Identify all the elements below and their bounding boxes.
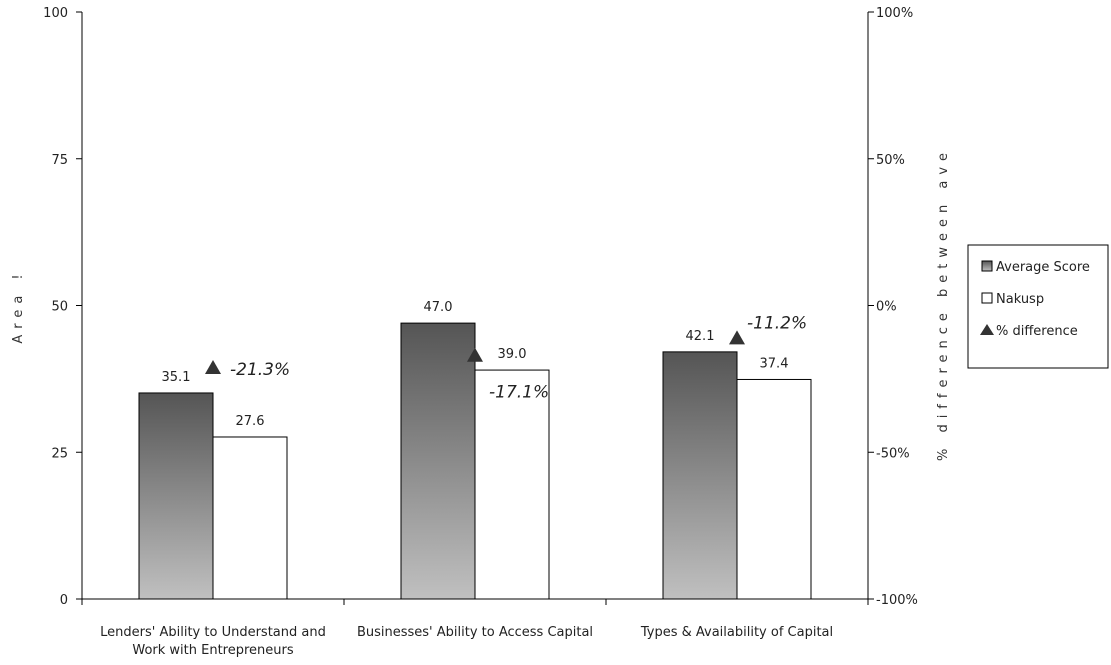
- bar-nakusp: [212, 436, 288, 600]
- x-category-label: Lenders' Ability to Understand and: [100, 625, 326, 640]
- bar-nakusp: [736, 378, 812, 600]
- legend-swatch-difference: [980, 324, 994, 335]
- legend: Average Score Nakusp % difference: [967, 244, 1109, 369]
- y-tick-label: 75: [51, 153, 68, 168]
- data-label-average-score: 47.0: [424, 300, 453, 315]
- difference-marker: [467, 347, 483, 362]
- bar-average-score: [662, 351, 738, 600]
- labels: 35.1 27.6 -21.3% Lenders' Ability to Unders…: [100, 300, 833, 658]
- legend-label: Average Score: [996, 260, 1090, 275]
- bars: [138, 322, 812, 600]
- difference-marker: [205, 360, 221, 375]
- data-label-average-score: 35.1: [162, 370, 191, 385]
- y-axis-title: Area !: [11, 268, 26, 343]
- legend-swatch-nakusp: [981, 292, 993, 304]
- bar-nakusp: [474, 369, 550, 600]
- data-label-nakusp: 27.6: [236, 414, 265, 429]
- y2-tick-label: 0%: [876, 300, 897, 315]
- difference-marker: [729, 330, 745, 345]
- x-category-label: Work with Entrepreneurs: [132, 643, 294, 658]
- data-label-average-score: 42.1: [686, 329, 715, 344]
- y-tick-label: 100: [43, 6, 68, 21]
- y2-tick-label: 50%: [876, 153, 905, 168]
- y2-tick-label: -100%: [876, 593, 918, 608]
- x-category-label: Businesses' Ability to Access Capital: [357, 625, 593, 640]
- y-tick-label: 0: [60, 593, 68, 608]
- y2-axis-title: % difference between ave: [936, 147, 951, 461]
- x-category-label: Types & Availability of Capital: [640, 625, 833, 640]
- data-label-nakusp: 37.4: [760, 356, 789, 371]
- bar-average-score: [138, 392, 214, 600]
- legend-swatch-average-score: [981, 260, 993, 272]
- y-tick-label: 50: [51, 300, 68, 315]
- legend-label: Nakusp: [996, 292, 1044, 307]
- difference-label: -21.3%: [230, 360, 290, 380]
- difference-label: -11.2%: [747, 313, 807, 333]
- y2-tick-label: 100%: [876, 6, 913, 21]
- difference-label: -17.1%: [489, 383, 549, 403]
- data-label-nakusp: 39.0: [498, 347, 527, 362]
- y-tick-label: 25: [51, 446, 68, 461]
- y2-tick-label: -50%: [876, 446, 910, 461]
- bar-average-score: [400, 322, 476, 600]
- legend-label: % difference: [996, 324, 1078, 339]
